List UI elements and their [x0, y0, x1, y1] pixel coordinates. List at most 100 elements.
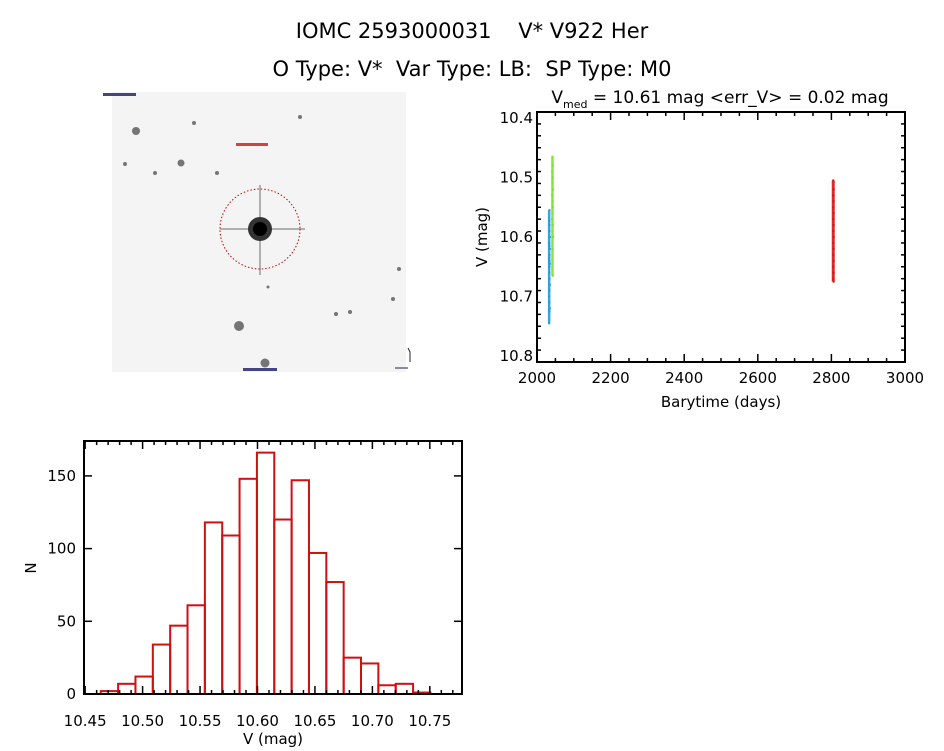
data-point	[548, 265, 551, 268]
data-point	[548, 301, 551, 304]
star	[260, 358, 270, 368]
compass-icon	[395, 347, 411, 369]
data-point	[548, 241, 551, 244]
target-circle	[219, 188, 301, 270]
star	[397, 267, 401, 271]
light-curve-title: Vmed = 10.61 mag <err_V> = 0.02 mag	[551, 88, 888, 111]
light-curve-xlabel: Barytime (days)	[661, 393, 781, 411]
data-point	[551, 176, 554, 179]
figure-subtitle: O Type: V* Var Type: LB: SP Type: M0	[273, 57, 672, 81]
light-curve-frame	[536, 111, 906, 363]
star	[334, 312, 338, 316]
data-point	[548, 310, 551, 313]
histogram-bar	[238, 477, 258, 695]
data-point	[832, 194, 835, 197]
data-point	[551, 200, 554, 203]
histogram-ylabel: N	[22, 562, 40, 573]
data-point	[832, 277, 835, 280]
data-point	[832, 218, 835, 221]
data-point	[832, 188, 835, 191]
y-tick-label: 50	[57, 612, 76, 630]
data-point	[548, 224, 551, 227]
figure-title: IOMC 2593000031 V* V922 Her	[296, 19, 649, 43]
star	[215, 171, 219, 175]
histogram-bar	[117, 682, 137, 695]
data-point	[832, 179, 835, 182]
x-tick-label: 2800	[812, 369, 850, 387]
histogram-bar	[221, 534, 241, 695]
data-point	[832, 265, 835, 268]
x-tick-label: 2200	[592, 369, 630, 387]
data-point	[832, 259, 835, 262]
data-point	[548, 262, 551, 265]
data-point	[548, 247, 551, 250]
data-point	[551, 155, 554, 158]
data-point	[551, 218, 554, 221]
x-tick-label: 10.65	[293, 712, 336, 730]
data-point	[551, 274, 554, 277]
x-tick-label: 2600	[739, 369, 777, 387]
histogram-bar	[307, 551, 328, 696]
data-point	[548, 253, 551, 256]
x-tick-label: 10.70	[351, 712, 394, 730]
data-point	[548, 289, 551, 292]
y-tick-label: 10.7	[500, 288, 533, 306]
data-point	[548, 271, 551, 274]
data-point	[832, 224, 835, 227]
data-point	[548, 230, 551, 233]
data-point	[551, 206, 554, 209]
star	[192, 121, 196, 125]
data-point	[548, 256, 551, 259]
data-point	[548, 236, 551, 238]
y-tick-label: 10.8	[500, 347, 533, 365]
x-tick-label: 10.45	[64, 712, 107, 730]
x-tick-label: 10.60	[236, 712, 279, 730]
star	[234, 321, 244, 331]
histogram-bar	[151, 643, 172, 696]
y-tick-label: 100	[47, 540, 76, 558]
x-tick-label: 10.75	[408, 712, 451, 730]
star	[123, 162, 127, 166]
data-point	[551, 170, 554, 173]
data-point	[551, 212, 554, 215]
histogram-bar	[255, 451, 276, 695]
data-point	[551, 247, 554, 250]
data-point	[832, 271, 835, 274]
target-label	[236, 143, 268, 146]
data-point	[832, 230, 835, 233]
data-point	[551, 164, 554, 167]
data-point	[548, 244, 551, 247]
data-point	[551, 224, 554, 227]
histogram-bar	[169, 624, 189, 696]
data-point	[548, 219, 551, 222]
star	[177, 159, 185, 167]
x-tick-label: 2400	[665, 369, 703, 387]
data-point	[551, 194, 554, 197]
data-point	[552, 188, 555, 191]
data-point	[832, 247, 835, 250]
data-point	[832, 206, 835, 209]
star	[348, 310, 352, 314]
data-point	[832, 241, 835, 244]
y-tick-label: 10.5	[500, 168, 533, 186]
image-label	[243, 368, 277, 371]
histogram-plot: V (mag) N 10.45 10.50 10.55 10.60 10.65 10.70…	[22, 440, 463, 748]
histogram-bar	[394, 682, 415, 695]
data-point	[548, 295, 551, 298]
x-tick-label: 10.50	[121, 712, 164, 730]
histogram-bar	[360, 662, 380, 695]
x-tick-label: 2000	[518, 369, 556, 387]
histogram-bar	[134, 675, 154, 695]
y-tick-label: 0	[66, 685, 76, 703]
y-tick-label: 150	[47, 467, 76, 485]
data-point	[548, 259, 551, 262]
histogram-bar	[203, 521, 224, 695]
y-tick-label: 10.6	[500, 228, 533, 246]
image-label	[103, 93, 136, 96]
data-point	[832, 212, 835, 215]
data-point	[548, 277, 551, 280]
star	[153, 171, 157, 175]
histogram-bar	[342, 656, 363, 695]
data-point	[551, 230, 554, 233]
x-tick-label: 3000	[886, 369, 924, 387]
